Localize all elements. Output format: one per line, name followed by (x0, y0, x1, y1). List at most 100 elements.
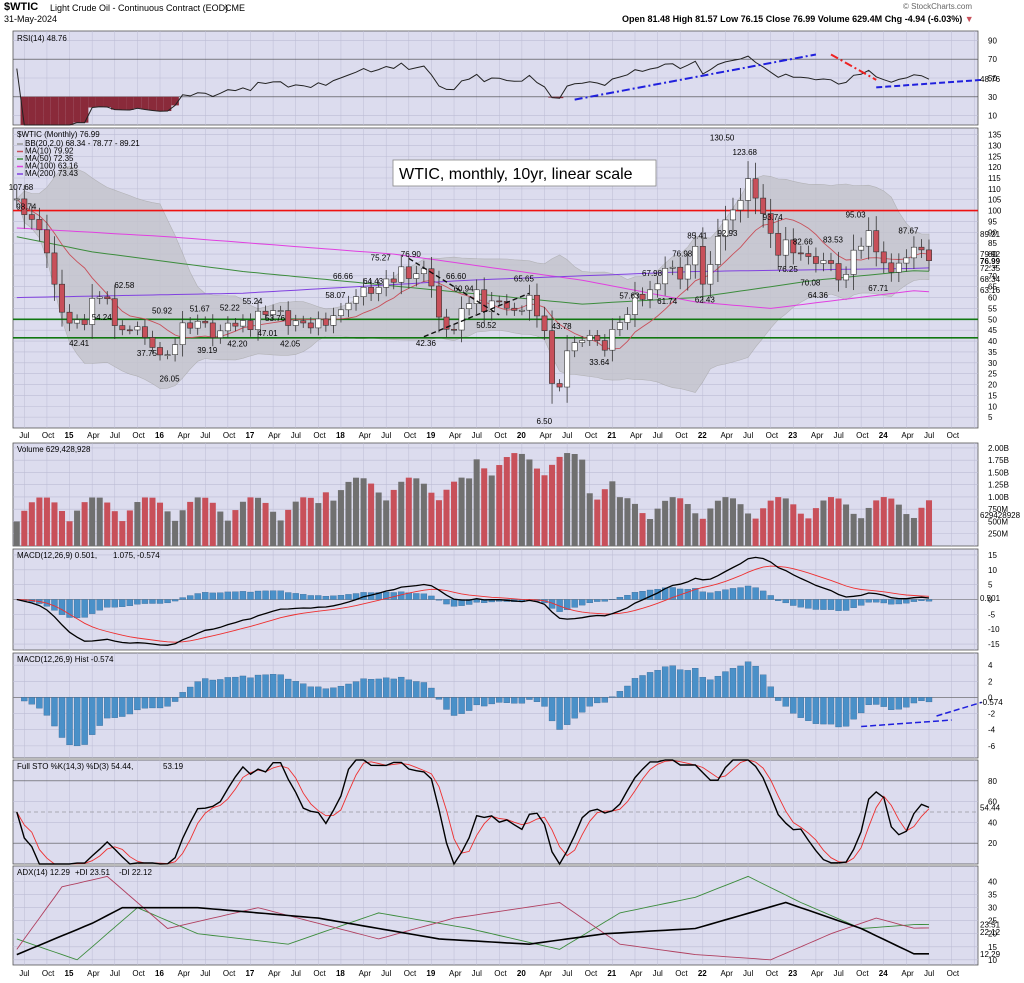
x-axis-label: Oct (42, 431, 55, 440)
volume-bar (526, 459, 533, 546)
volume-label: Volume (817, 14, 850, 24)
candle (601, 340, 608, 351)
macd-hist-bar (880, 599, 887, 604)
rsi-oversold-fill (111, 96, 119, 110)
volume-bar (134, 502, 141, 546)
candle (13, 198, 20, 201)
x-axis-label: Jul (19, 431, 29, 440)
hist-tick: -2 (988, 710, 996, 719)
volume-bar (647, 519, 654, 546)
hist-bar (413, 681, 420, 698)
candle (345, 302, 352, 311)
rsi-tick: 70 (988, 55, 997, 64)
volume-bar (594, 499, 601, 546)
volume-bar (375, 492, 382, 546)
hist-tick: 4 (988, 661, 993, 670)
volume-bar (488, 475, 495, 546)
high-value: 81.57 (695, 14, 718, 24)
sto-k-line (16, 759, 930, 866)
macd-hist-bar (669, 587, 676, 600)
price-label: 51.67 (190, 305, 211, 314)
candle (338, 309, 344, 316)
candle (398, 266, 405, 283)
candle (194, 320, 201, 329)
hist-bar (873, 697, 880, 705)
macd-hist-bar (315, 595, 322, 600)
x-axis-label: 17 (245, 969, 254, 978)
price-label: 93.74 (763, 213, 784, 222)
macd-hist-bar (375, 592, 382, 600)
volume-bar (435, 500, 442, 546)
x-axis-label: 22 (698, 431, 707, 440)
adx-tick: 40 (988, 878, 997, 887)
price-tick: 70 (988, 272, 997, 281)
volume-bar (782, 498, 789, 546)
volume-tick: 750M (988, 505, 1008, 514)
hist-bar (820, 697, 827, 725)
price-label: 85.41 (687, 231, 708, 240)
hist-bar (247, 677, 254, 698)
legend-entry: MA(200) 73.43 (25, 169, 78, 178)
hist-bar (586, 697, 593, 707)
price-tick: 10 (988, 402, 997, 411)
volume-bar (126, 510, 133, 546)
macd-hist-bar (337, 595, 345, 600)
candle (202, 320, 209, 324)
hist-bar (541, 697, 548, 707)
sto-tick: 80 (988, 777, 997, 786)
price-uptrend-line (423, 292, 530, 338)
volume-bar (729, 498, 736, 546)
candle (503, 301, 510, 309)
price-tick: 40 (988, 337, 997, 346)
rsi-oversold-fill (156, 96, 164, 112)
ma200-line (16, 267, 930, 299)
rsi-oversold-fill (65, 96, 74, 125)
volume-bar (533, 468, 540, 546)
candle (420, 268, 427, 274)
x-axis-label: Apr (87, 969, 100, 978)
price-label: 37.75 (137, 349, 158, 358)
hist-bar (96, 697, 103, 726)
candle (89, 298, 96, 325)
open-value: 81.48 (647, 14, 671, 24)
candle (775, 233, 782, 256)
macd-hist-bar (888, 599, 895, 605)
candle (141, 326, 148, 338)
price-label: 26.05 (160, 374, 181, 383)
price-label: 64.36 (808, 291, 829, 300)
candle (126, 329, 133, 332)
macd-hist-bar (134, 599, 141, 605)
macd-hist-bar (812, 599, 820, 610)
ma50-line (16, 236, 930, 305)
price-tick: 80 (988, 250, 997, 259)
hist-bar (202, 678, 209, 698)
hist-bar (910, 697, 918, 704)
x-axis-label: Oct (675, 431, 688, 440)
hist-bar (812, 697, 820, 724)
hist-tick: 0 (988, 693, 993, 702)
price-label: 62.58 (114, 281, 135, 290)
macd-hist-bar (767, 595, 774, 600)
price-tick: 15 (988, 391, 997, 400)
volume-bar (202, 497, 209, 546)
volume-bar (722, 497, 729, 546)
price-label: 123.68 (733, 148, 758, 157)
price-tick: 135 (988, 131, 1002, 140)
volume-bar (767, 500, 774, 546)
macd-hist-bar (895, 599, 903, 605)
candle (232, 322, 239, 327)
macd-hist-bar (918, 599, 925, 601)
price-tick: 125 (988, 152, 1002, 161)
candle (247, 320, 254, 330)
price-label: 76.90 (401, 250, 422, 259)
macd-hist-bar (202, 592, 209, 600)
price-tick: 30 (988, 359, 997, 368)
low-label: Low (720, 14, 739, 24)
ma100-line (16, 227, 930, 309)
x-axis-label: 15 (65, 969, 74, 978)
hist-bar (217, 679, 224, 698)
price-tick: 75 (988, 261, 997, 270)
x-axis-label: 17 (245, 431, 254, 440)
x-axis-label: Apr (720, 969, 733, 978)
volume-bar (81, 502, 88, 546)
